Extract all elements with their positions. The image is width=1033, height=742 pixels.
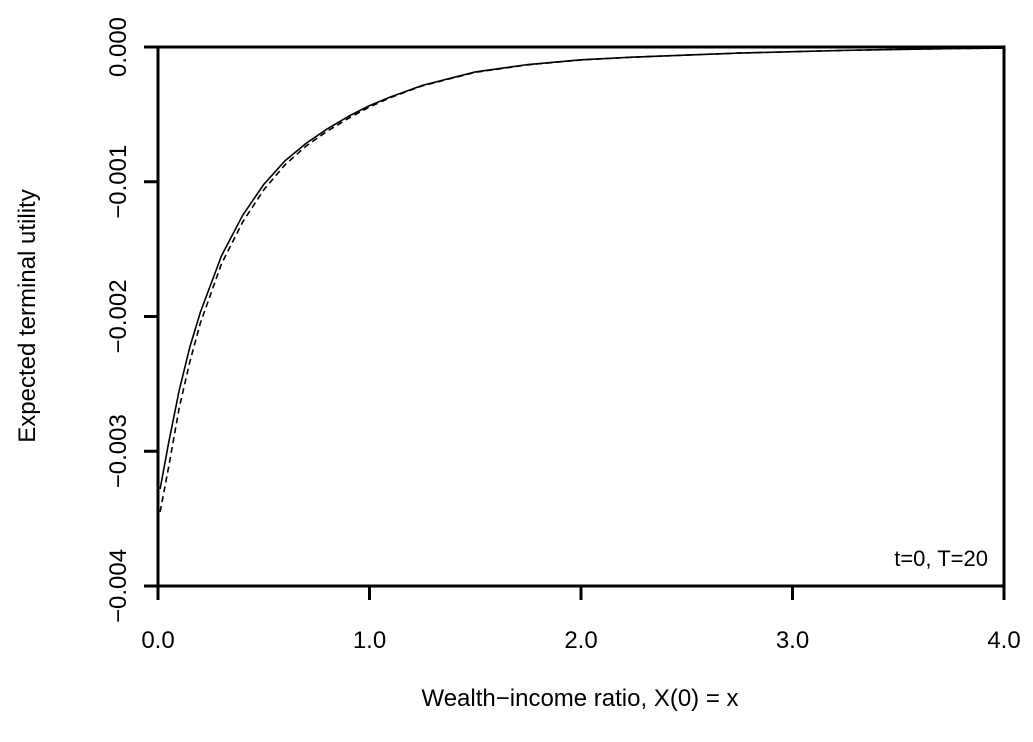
series-line-1-solid [159,47,1005,490]
y-tick-label: −0.002 [105,279,132,353]
y-tick-label: 0.000 [105,17,132,77]
series-layer [159,47,1005,513]
x-tick-label: 1.0 [353,627,386,654]
y-axis: −0.004 −0.003 −0.002 −0.001 0.000 [105,17,158,623]
y-tick-label: −0.001 [105,145,132,219]
x-axis-title: Wealth−income ratio, X(0) = x [421,685,738,712]
y-tick-label: −0.003 [105,414,132,488]
x-tick-label: 3.0 [776,627,809,654]
x-tick-label: 0.0 [141,627,174,654]
series-line-2-dashed [159,47,1005,513]
x-axis: 0.0 1.0 2.0 3.0 4.0 [141,586,1021,654]
annotation-label: t=0, T=20 [894,546,988,571]
y-axis-title: Expected terminal utility [14,189,41,442]
y-tick-label: −0.004 [105,549,132,623]
x-tick-label: 4.0 [987,627,1020,654]
x-tick-label: 2.0 [564,627,597,654]
